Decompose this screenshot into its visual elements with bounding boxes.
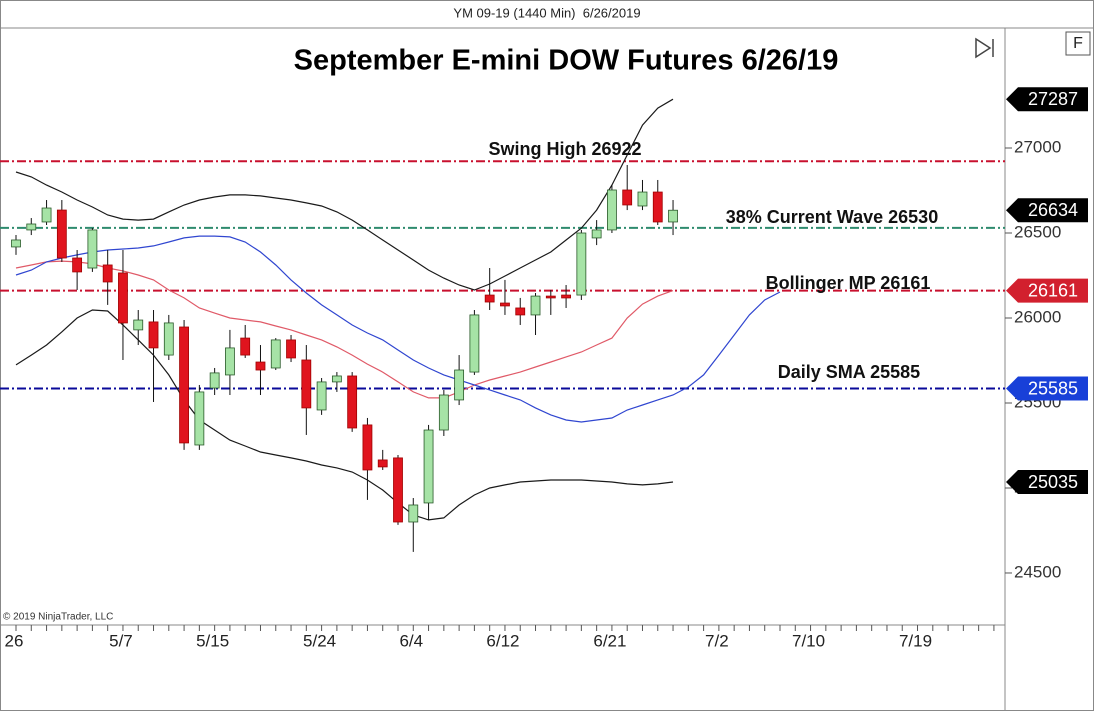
x-tick-label: 26 [5,631,24,650]
candle-body [133,319,144,331]
x-tick-label: 6/12 [486,631,519,650]
price-tag [1006,87,1088,112]
candle-body [622,189,633,206]
indicator-line [15,235,781,423]
candle-body [286,339,296,359]
candle-body [591,229,602,239]
candle-body [163,322,174,356]
candle-body [347,375,358,429]
indicator-line [15,309,674,521]
level-label: Swing High 26922 [488,139,641,159]
price-tag [1006,278,1088,303]
x-tick-label: 5/24 [303,631,336,650]
candle-body [240,337,251,356]
price-tag-label: 25035 [1028,472,1078,492]
x-tick-label: 7/2 [705,631,729,650]
candle-body [270,339,281,369]
level-label: Daily SMA 25585 [778,362,920,382]
candle-body [561,294,571,299]
candle-body [484,294,495,303]
level-label: 38% Current Wave 26530 [726,207,938,227]
candle-body [515,307,526,316]
price-tag [1006,376,1088,401]
candle-body [41,207,52,223]
candle-body [393,457,403,523]
candle-body [500,302,510,307]
candle-body [607,189,617,231]
candle-body [637,191,648,207]
candle-body [408,504,419,523]
x-tick-label: 5/15 [196,631,229,650]
candle-body [668,209,678,223]
indicator-line [15,98,674,291]
price-tag-label: 27287 [1028,89,1078,109]
price-tag [1006,198,1088,223]
candle-body [11,239,21,248]
candle-body [87,229,98,269]
copyright: © 2019 NinjaTrader, LLC [3,612,113,623]
candle-body [530,295,541,316]
x-tick-label: 7/10 [792,631,825,650]
x-tick-label: 7/19 [899,631,932,650]
plot [0,98,1005,552]
candle-body [331,375,342,383]
y-tick-label: 27000 [1014,137,1061,156]
candle-body [438,394,449,431]
candle-body [545,295,556,299]
indicator-line [15,260,674,399]
candle-body [194,391,205,446]
y-tick-label: 26000 [1014,307,1061,326]
candle-body [469,314,480,373]
y-tick-label: 24500 [1014,562,1061,581]
price-tag [1006,470,1088,495]
candle-body [454,369,465,401]
candle-body [118,272,128,324]
x-tick-label: 6/4 [399,631,423,650]
candle-body [576,232,587,296]
play-button[interactable] [975,37,994,59]
candle-body [72,257,83,273]
candle-body [316,381,327,411]
play-icon [975,37,992,59]
header: YM 09-19 (1440 Min) 6/26/2019 [453,5,640,20]
price-tag-label: 25585 [1028,378,1078,398]
candle-body [26,223,37,231]
chart-title: September E-mini DOW Futures 6/26/19 [294,45,839,77]
candle-body [56,209,67,259]
candle-body [652,191,663,223]
f-button[interactable] [1065,31,1091,56]
candle-body [179,326,189,444]
candle-body [255,361,266,371]
candle-body [423,429,434,504]
f-button-label[interactable]: F [1073,35,1083,52]
candle-body [301,359,312,409]
candle-body [102,264,113,283]
price-tag-label: 26634 [1028,200,1078,220]
y-tick-label: 26500 [1014,222,1061,241]
candle-body [148,321,159,349]
price-tag-label: 26161 [1028,280,1078,300]
level-label: Bollinger MP 26161 [766,273,931,293]
candle-body [209,372,220,389]
x-tick-label: 5/7 [109,631,133,650]
x-tick-label: 6/21 [593,631,626,650]
candle-body [225,347,235,376]
candle-body [362,424,373,471]
candle-body [377,459,388,468]
